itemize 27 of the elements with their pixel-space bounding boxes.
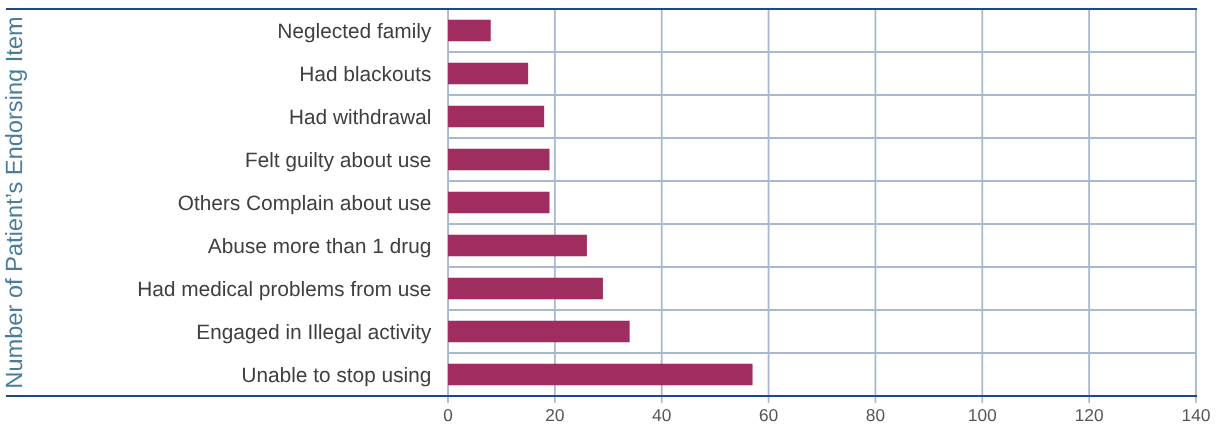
bar [448,19,491,42]
y-tick-label: Others Complain about use [178,194,431,215]
y-tick-label: Felt guilty about use [246,151,431,172]
x-tick-label: 120 [1075,408,1103,422]
bar [448,234,587,257]
y-axis-title: Number of Patient’s Endorsing Item [5,17,27,387]
x-tick-label: 20 [546,408,564,422]
x-tick-label: 40 [652,408,671,422]
bar [448,105,545,128]
bar [448,277,603,300]
x-tick-label: 80 [866,408,885,422]
y-tick-label: Neglected family [279,22,432,43]
y-tick-label: Had medical problems from use [138,280,431,301]
bar [448,363,753,386]
bar [448,148,550,171]
x-tick-label: 100 [969,408,997,422]
bar [448,320,630,343]
y-tick-label: Unable to stop using [243,366,430,387]
y-tick-label: Had blackouts [301,65,431,82]
bar [448,191,550,214]
x-tick-label: 140 [1182,408,1210,422]
x-tick-label: 0 [443,408,453,422]
bar [448,62,529,85]
y-tick-label: Abuse more than 1 drug [207,237,431,258]
x-tick-label: 60 [759,408,778,422]
y-tick-label: Had withdrawal [290,108,430,125]
y-tick-label: Engaged in Illegal activity [197,323,432,344]
